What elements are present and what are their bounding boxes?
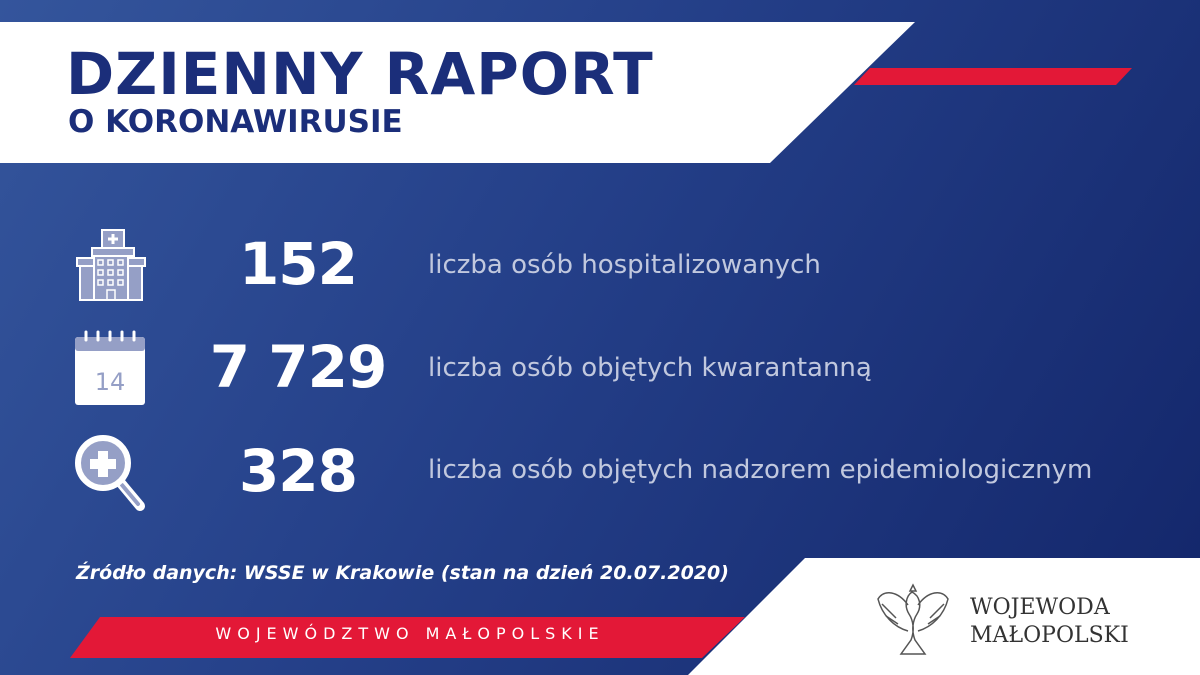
logo-line2: MAŁOPOLSKI <box>970 623 1129 648</box>
footer-ribbon-bg <box>70 617 745 658</box>
stat-value-hospitalized: 152 <box>238 230 358 298</box>
red-stripe <box>854 68 1132 85</box>
data-source: Źródło danych: WSSE w Krakowie (stan na … <box>76 562 729 584</box>
eagle-emblem-icon <box>877 583 949 655</box>
logo-line1: WOJEWODA <box>970 595 1110 620</box>
hospital-icon <box>76 229 146 301</box>
calendar-day: 14 <box>95 368 126 396</box>
logo-panel <box>688 558 1200 675</box>
calendar-icon: 14 <box>75 330 145 405</box>
stat-label-hospitalized: liczba osób hospitalizowanych <box>428 250 821 280</box>
page-subtitle: O KORONAWIRUSIE <box>68 104 403 140</box>
stat-value-surveillance: 328 <box>238 437 358 505</box>
voivode-logo-text: WOJEWODA MAŁOPOLSKI <box>970 594 1129 650</box>
magnifier-plus-icon <box>75 435 145 511</box>
stat-value-quarantine: 7 729 <box>209 333 388 401</box>
header-band <box>0 22 915 163</box>
footer-ribbon-text: WOJEWÓDZTWO MAŁOPOLSKIE <box>215 624 605 643</box>
stat-label-surveillance: liczba osób objętych nadzorem epidemiolo… <box>428 455 1093 485</box>
stat-label-quarantine: liczba osób objętych kwarantanną <box>428 353 872 383</box>
page-title: DZIENNY RAPORT <box>66 40 654 108</box>
